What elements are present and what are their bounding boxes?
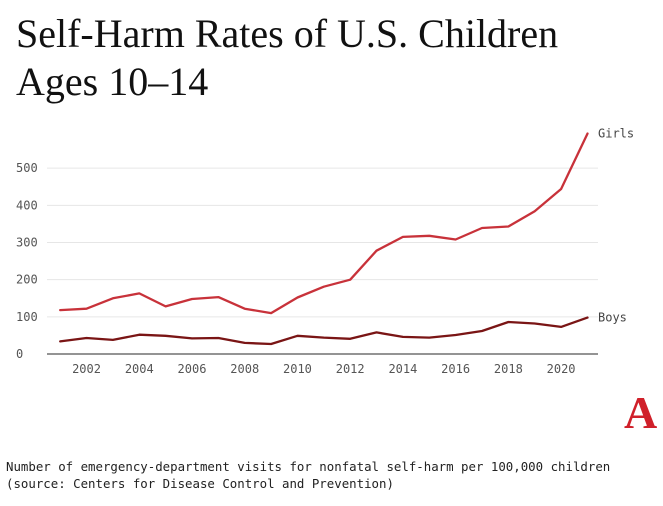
- series-line-girls: [59, 132, 589, 315]
- x-tick-2020: 2020: [547, 362, 576, 376]
- series-line-boys: [59, 316, 589, 346]
- y-tick-400: 400: [16, 198, 38, 212]
- gridlines: [47, 167, 598, 318]
- series-label-girls: Girls: [598, 127, 634, 141]
- y-tick-300: 300: [16, 236, 38, 250]
- publication-logo: A: [624, 387, 658, 438]
- x-axis-ticks: 2002 2004 2006 2008 2010 2012 2014 2016 2018 2020: [72, 362, 575, 376]
- y-tick-200: 200: [16, 273, 38, 287]
- x-tick-2006: 2006: [178, 362, 207, 376]
- y-tick-0: 0: [16, 347, 23, 361]
- x-tick-2018: 2018: [494, 362, 523, 376]
- x-tick-2002: 2002: [72, 362, 101, 376]
- x-tick-2012: 2012: [336, 362, 365, 376]
- x-tick-2008: 2008: [230, 362, 259, 376]
- series-label-boys: Boys: [598, 311, 627, 325]
- series-lines: [59, 132, 589, 346]
- series-labels: Girls Boys: [598, 127, 634, 325]
- chart-caption: Number of emergency-department visits fo…: [6, 459, 611, 491]
- x-tick-2004: 2004: [125, 362, 154, 376]
- chart-title: Self-Harm Rates of U.S. Children Ages 10…: [16, 11, 559, 104]
- x-tick-2010: 2010: [283, 362, 312, 376]
- y-axis-ticks: 0 100 200 300 400 500: [16, 161, 38, 361]
- x-tick-2014: 2014: [388, 362, 417, 376]
- x-tick-2016: 2016: [441, 362, 470, 376]
- y-tick-500: 500: [16, 161, 38, 175]
- y-tick-100: 100: [16, 310, 38, 324]
